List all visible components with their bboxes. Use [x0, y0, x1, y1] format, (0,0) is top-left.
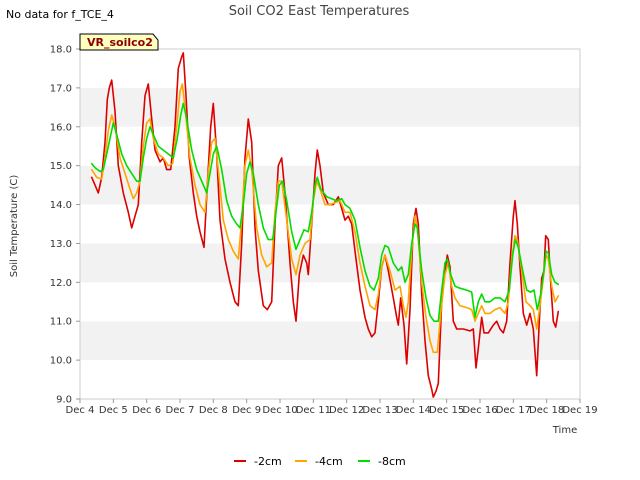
legend: -2cm -4cm -8cm — [234, 455, 406, 468]
y-tick-label: 18.0 — [50, 45, 72, 56]
x-tick-label: Dec 15 — [429, 405, 464, 416]
legend-label: -8cm — [378, 455, 406, 468]
grid-band — [80, 49, 580, 88]
y-tick-label: 17.0 — [50, 83, 72, 94]
plot-frame — [79, 48, 581, 400]
legend-item: -4cm — [295, 455, 343, 468]
y-tick-label: 15.0 — [50, 161, 72, 172]
y-tick-label: 14.0 — [50, 200, 72, 211]
y-tick-label: 11.0 — [50, 317, 72, 328]
legend-item: -8cm — [358, 455, 406, 468]
x-tick-label: Dec 9 — [232, 405, 261, 416]
x-axis-label: Time — [552, 425, 577, 436]
x-tick-label: Dec 18 — [529, 405, 564, 416]
x-tick-label: Dec 14 — [396, 405, 431, 416]
y-tick-label: 10.0 — [50, 356, 72, 367]
x-tick-label: Dec 13 — [362, 405, 397, 416]
y-tick-label: 13.0 — [50, 239, 72, 250]
grid-band — [80, 360, 580, 399]
legend-label: -4cm — [315, 455, 343, 468]
series-line-4cmcm — [90, 83, 560, 354]
grid-band — [80, 243, 580, 283]
x-tick-label: Dec 10 — [262, 405, 297, 416]
x-tick-label: Dec 4 — [66, 405, 95, 416]
plot-background-bands — [80, 49, 580, 399]
legend-item: -2cm — [234, 455, 282, 468]
y-tick-label: 12.0 — [50, 278, 72, 289]
y-tick-label: 9.0 — [56, 395, 72, 406]
chart-title: Soil CO2 East Temperatures — [229, 4, 410, 19]
y-tick-label: 16.0 — [50, 122, 72, 133]
x-tick-label: Dec 17 — [496, 405, 531, 416]
grid-band — [80, 87, 580, 127]
grid-band — [80, 321, 580, 361]
y-axis-ticks: 9.0 10.0 11.0 12.0 13.0 14.0 15.0 16.0 17.0 18.0 — [50, 45, 80, 406]
x-tick-label: Dec 5 — [99, 405, 128, 416]
x-tick-label: Dec 12 — [329, 405, 364, 416]
series-line-8cmcm — [90, 102, 560, 322]
grid-band — [80, 282, 580, 322]
site-label: VR_soilco2 — [87, 36, 153, 49]
series-lines — [90, 52, 560, 398]
site-label-badge: VR_soilco2 — [79, 33, 159, 51]
grid-band — [80, 204, 580, 244]
legend-label: -2cm — [254, 455, 282, 468]
x-tick-label: Dec 6 — [132, 405, 161, 416]
x-tick-label: Dec 19 — [562, 405, 597, 416]
x-tick-label: Dec 7 — [166, 405, 195, 416]
x-axis-ticks: Dec 4 Dec 5 Dec 6 Dec 7 Dec 8 Dec 9 Dec 10Dec … — [66, 399, 598, 416]
y-axis-label: Soil Temperature (C) — [9, 175, 20, 278]
no-data-note: No data for f_TCE_4 — [6, 8, 114, 21]
x-tick-label: Dec 8 — [199, 405, 228, 416]
x-tick-label: Dec 11 — [296, 405, 331, 416]
x-tick-label: Dec 16 — [462, 405, 497, 416]
